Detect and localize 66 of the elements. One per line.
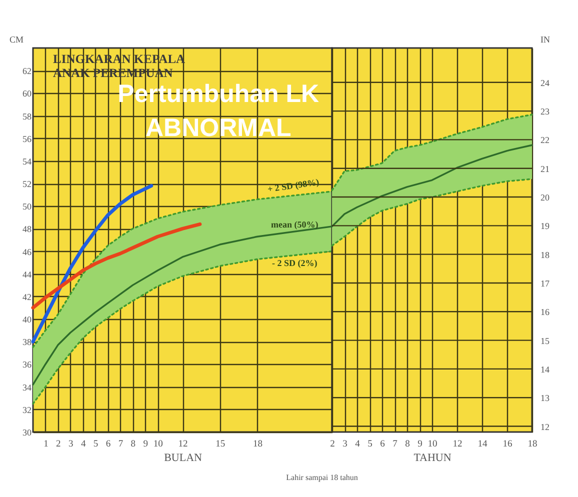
y-tick-label: 52 [22, 179, 32, 190]
y-tick-label: 38 [22, 337, 32, 348]
y-axis-title: CM [9, 34, 24, 44]
x-tick-label: 14 [478, 440, 488, 450]
series-label: - 2 SD (2%) [272, 258, 318, 268]
text: + 2 SD (98%) [266, 176, 320, 194]
y-tick-label: 56 [22, 134, 32, 144]
y-tick-label: 58 [22, 111, 32, 122]
y-tick-label: 60 [22, 88, 32, 99]
y-tick-label: 50 [22, 202, 32, 212]
y2-tick-label: 18 [540, 250, 550, 260]
x-axis-title: TAHUN [414, 452, 452, 464]
y2-tick-label: 23 [540, 106, 550, 117]
text: Lahir sampai 18 tahun [286, 473, 358, 482]
series-label: mean (50%) [271, 220, 318, 230]
x-tick-label: 2 [56, 440, 62, 450]
x-tick-label: 10 [153, 440, 164, 450]
x-tick-label: 18 [528, 440, 538, 450]
y2-tick-label: 12 [540, 422, 550, 432]
x-tick-label: 8 [130, 440, 136, 450]
y2-tick-label: 19 [540, 221, 550, 232]
y-tick-label: 42 [22, 292, 32, 302]
y-tick-label: 40 [22, 314, 32, 325]
y-tick-label: 36 [22, 360, 32, 370]
line-series [31, 184, 154, 344]
x-tick-label: 2 [330, 440, 336, 450]
x-tick-label: 16 [502, 440, 512, 450]
y2-tick-label: 24 [540, 78, 550, 88]
x-tick-label: 9 [143, 440, 148, 450]
y2-tick-label: 14 [540, 364, 550, 374]
x-tick-label: 7 [392, 440, 398, 450]
x-tick-label: 3 [342, 440, 348, 450]
x-tick-label: 4 [80, 440, 86, 450]
x-axis-title: BULAN [164, 452, 202, 464]
x-tick-label: 5 [93, 440, 98, 450]
y-tick-label: 44 [22, 269, 32, 280]
y2-tick-label: 22 [540, 135, 550, 146]
y-tick-label: 30 [22, 428, 32, 438]
y2-tick-label: 20 [540, 192, 550, 203]
y2-tick-label: 17 [540, 278, 550, 288]
x-tick-label: 4 [355, 440, 360, 450]
y-tick-label: 34 [22, 382, 32, 392]
line-series [31, 222, 202, 310]
x-tick-label: 3 [68, 440, 74, 450]
x-tick-label: 5 [368, 440, 373, 450]
x-tick-label: 6 [380, 440, 386, 450]
y2-axis-title: IN [540, 34, 550, 44]
x-tick-label: 6 [106, 440, 111, 450]
x-tick-label: 10 [428, 440, 438, 450]
y2-tick-label: 21 [540, 164, 550, 174]
y2-tick-label: 15 [540, 336, 550, 346]
x-tick-label: 15 [216, 440, 226, 450]
x-tick-label: 12 [178, 440, 188, 450]
x-tick-label: 12 [452, 440, 462, 450]
x-tick-label: 8 [405, 440, 410, 450]
x-tick-label: 9 [418, 440, 423, 450]
x-tick-label: 7 [118, 440, 124, 450]
y-tick-label: 48 [22, 224, 32, 234]
y2-tick-label: 16 [540, 307, 550, 318]
y-tick-label: 62 [22, 66, 32, 76]
y-tick-label: 54 [22, 156, 32, 166]
y2-tick-label: 13 [540, 393, 550, 404]
y-tick-label: 46 [22, 246, 32, 257]
x-tick-label: 1 [44, 440, 49, 450]
y-tick-label: 32 [22, 404, 32, 415]
x-tick-label: 18 [253, 440, 263, 450]
